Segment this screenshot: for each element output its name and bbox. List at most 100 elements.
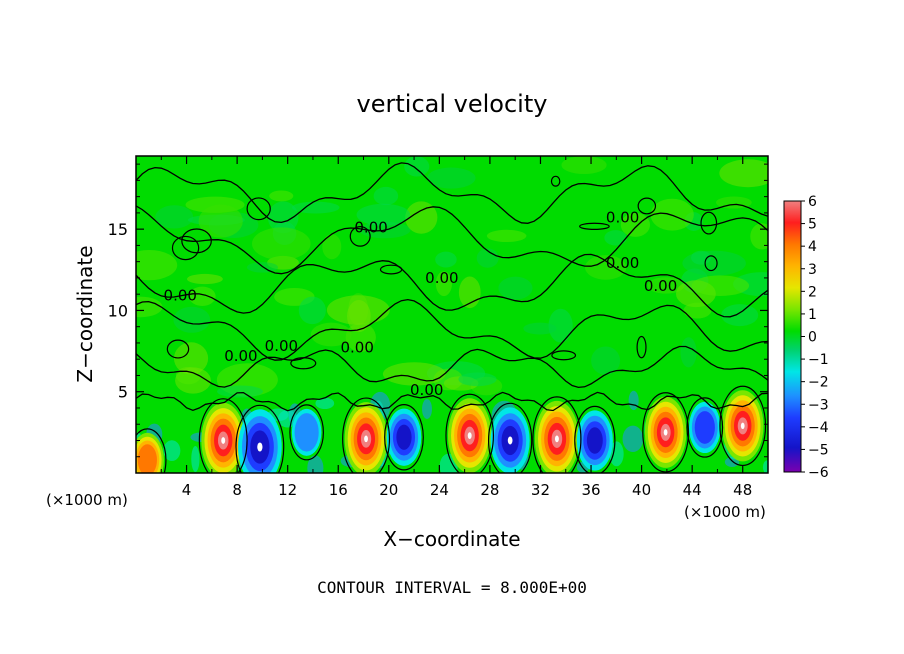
contour-lines (136, 162, 768, 473)
contour-line (166, 339, 190, 359)
downdraft-core (257, 442, 263, 452)
field-patch (628, 390, 639, 411)
x-tick-label: 36 (581, 481, 600, 499)
contour-label: 0.00 (265, 337, 298, 355)
field-patch (186, 273, 223, 285)
updraft-core (137, 444, 157, 473)
contour-line (700, 211, 718, 235)
field-patch (155, 205, 194, 229)
field-patch (426, 167, 476, 189)
contour-label: 0.00 (644, 277, 677, 295)
field-patch (322, 234, 342, 260)
colorbar-tick-label: −4 (808, 420, 829, 436)
field-patch (750, 223, 768, 250)
field-patch (435, 251, 457, 268)
field-patch (691, 250, 712, 265)
field-patch (298, 296, 326, 325)
field-patch (405, 201, 438, 234)
y-axis-ticks: 5 10 15 (108, 163, 768, 458)
downdraft-core (294, 413, 319, 452)
contour-line (181, 228, 212, 254)
x-tick-label: 24 (430, 481, 449, 499)
field-patch (173, 342, 209, 375)
x-tick-label: 20 (379, 481, 398, 499)
field-patch (267, 201, 299, 234)
x-tick-label: 32 (531, 481, 550, 499)
colorbar-tick-label: −5 (808, 442, 829, 458)
field-patch (307, 455, 324, 473)
field-patch (373, 186, 399, 206)
colorbar-ticks: 6 5 4 3 2 1 0 −1 −2 −3 −4 −5 −6 (801, 194, 829, 481)
contour-line (290, 357, 317, 370)
colorbar-tick-label: 5 (808, 217, 817, 233)
field-patch (191, 446, 200, 472)
x-tick-label: 48 (733, 481, 752, 499)
field-patch (591, 346, 621, 375)
contour-label: 0.00 (340, 339, 373, 357)
colorbar-tick-label: 3 (808, 262, 817, 278)
updraft-core (221, 437, 226, 444)
colorbar-tick-label: 1 (808, 307, 817, 323)
colorbar: 6 5 4 3 2 1 0 −1 −2 −3 −4 −5 −6 (783, 194, 829, 481)
colorbar-tick-label: −2 (808, 375, 829, 391)
field-patch (356, 203, 411, 226)
x-tick-label: 40 (632, 481, 651, 499)
colorbar-tick-label: 4 (808, 239, 817, 255)
field-patch (647, 277, 685, 294)
velocity-field (136, 156, 768, 473)
contour-line (551, 350, 577, 361)
y-tick-label: 5 (118, 383, 128, 402)
field-patch (326, 295, 390, 325)
field-patch (476, 248, 499, 268)
contour-line (235, 404, 285, 473)
contour-line (532, 396, 582, 473)
field-patch (622, 425, 644, 453)
contour-label: 0.00 (354, 218, 387, 236)
field-patch (604, 230, 627, 246)
x-unit-left: (×1000 m) (46, 491, 128, 509)
field-patch (486, 229, 527, 243)
contour-line (136, 253, 768, 318)
field-patch (498, 276, 533, 300)
contour-line (136, 298, 768, 361)
field-patch (523, 322, 557, 335)
colorbar-gradient (783, 200, 802, 473)
field-patch (548, 308, 573, 343)
contour-line (136, 345, 768, 389)
contour-line (704, 255, 718, 272)
contour-line (342, 397, 391, 473)
updraft-core (663, 429, 668, 436)
field-patch (762, 460, 768, 473)
field-patch (246, 262, 279, 273)
field-patch (217, 385, 263, 398)
contour-line (246, 197, 271, 221)
contour-label: 0.00 (606, 254, 639, 272)
field-patch (620, 212, 651, 237)
contour-line (445, 393, 494, 473)
x-axis-label: X−coordinate (383, 527, 520, 551)
field-patch (252, 227, 311, 261)
field-patch (609, 441, 624, 467)
updraft-core (467, 432, 472, 439)
contour-label: 0.00 (606, 209, 639, 227)
field-patch (691, 275, 750, 296)
x-tick-label: 4 (182, 481, 192, 499)
y-tick-label: 15 (108, 220, 128, 239)
contour-line (642, 392, 690, 473)
contour-line (574, 405, 616, 473)
field-patch (422, 399, 432, 419)
field-patch (173, 306, 211, 333)
plot-frame (135, 155, 769, 474)
contour-line (136, 428, 167, 473)
field-patch (721, 304, 759, 327)
contour-line (579, 222, 610, 230)
field-patch (382, 362, 446, 386)
plot-area: 0.000.000.000.000.000.000.000.000.000.00… (108, 155, 769, 499)
field-patch (683, 302, 712, 319)
x-axis-ticks: 4 8 12 16 20 24 28 32 36 40 44 48 (160, 156, 752, 499)
y-axis-label: Z−coordinate (73, 245, 97, 382)
x-tick-label: 8 (232, 481, 242, 499)
contour-line (384, 404, 424, 471)
contour-label: 0.00 (410, 381, 443, 399)
contour-line (637, 197, 657, 215)
